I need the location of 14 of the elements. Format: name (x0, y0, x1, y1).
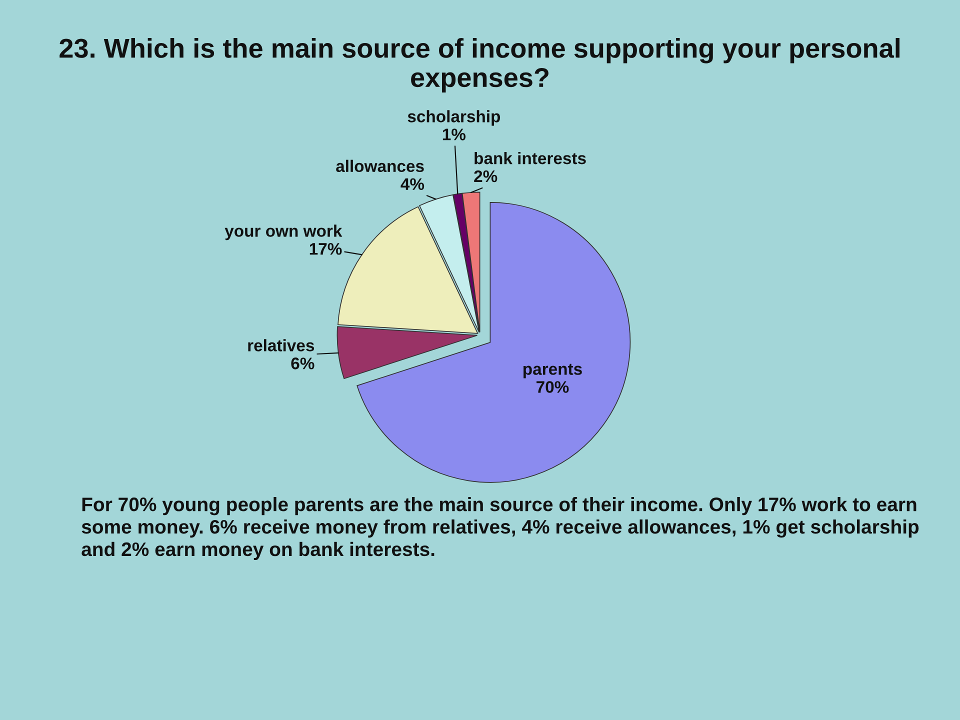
data-label: 70% (536, 381, 569, 393)
data-label: 4% (400, 178, 424, 190)
text: For 70% young people parents are the main source of their income. Only 17% work to earn some money. 6% receive money from relatives, 4% receive allowances, 1% get scholarship and 2% earn money on bank interests. (82, 497, 919, 560)
data-label: 1% (442, 128, 466, 140)
slice-label: scholarship (408, 110, 500, 126)
data-label: 17% (310, 243, 342, 255)
slice-label: allowances (336, 160, 424, 172)
slice-label: parents (523, 364, 582, 378)
slice-label: bank interests (474, 152, 586, 164)
chart-title: 23. Which is the main source of income supporting your personal expenses? (60, 38, 900, 93)
data-label: 6% (291, 358, 314, 370)
slice-label: relatives (248, 339, 314, 352)
data-label: 2% (474, 170, 498, 182)
slice-label: your own work (224, 224, 342, 240)
